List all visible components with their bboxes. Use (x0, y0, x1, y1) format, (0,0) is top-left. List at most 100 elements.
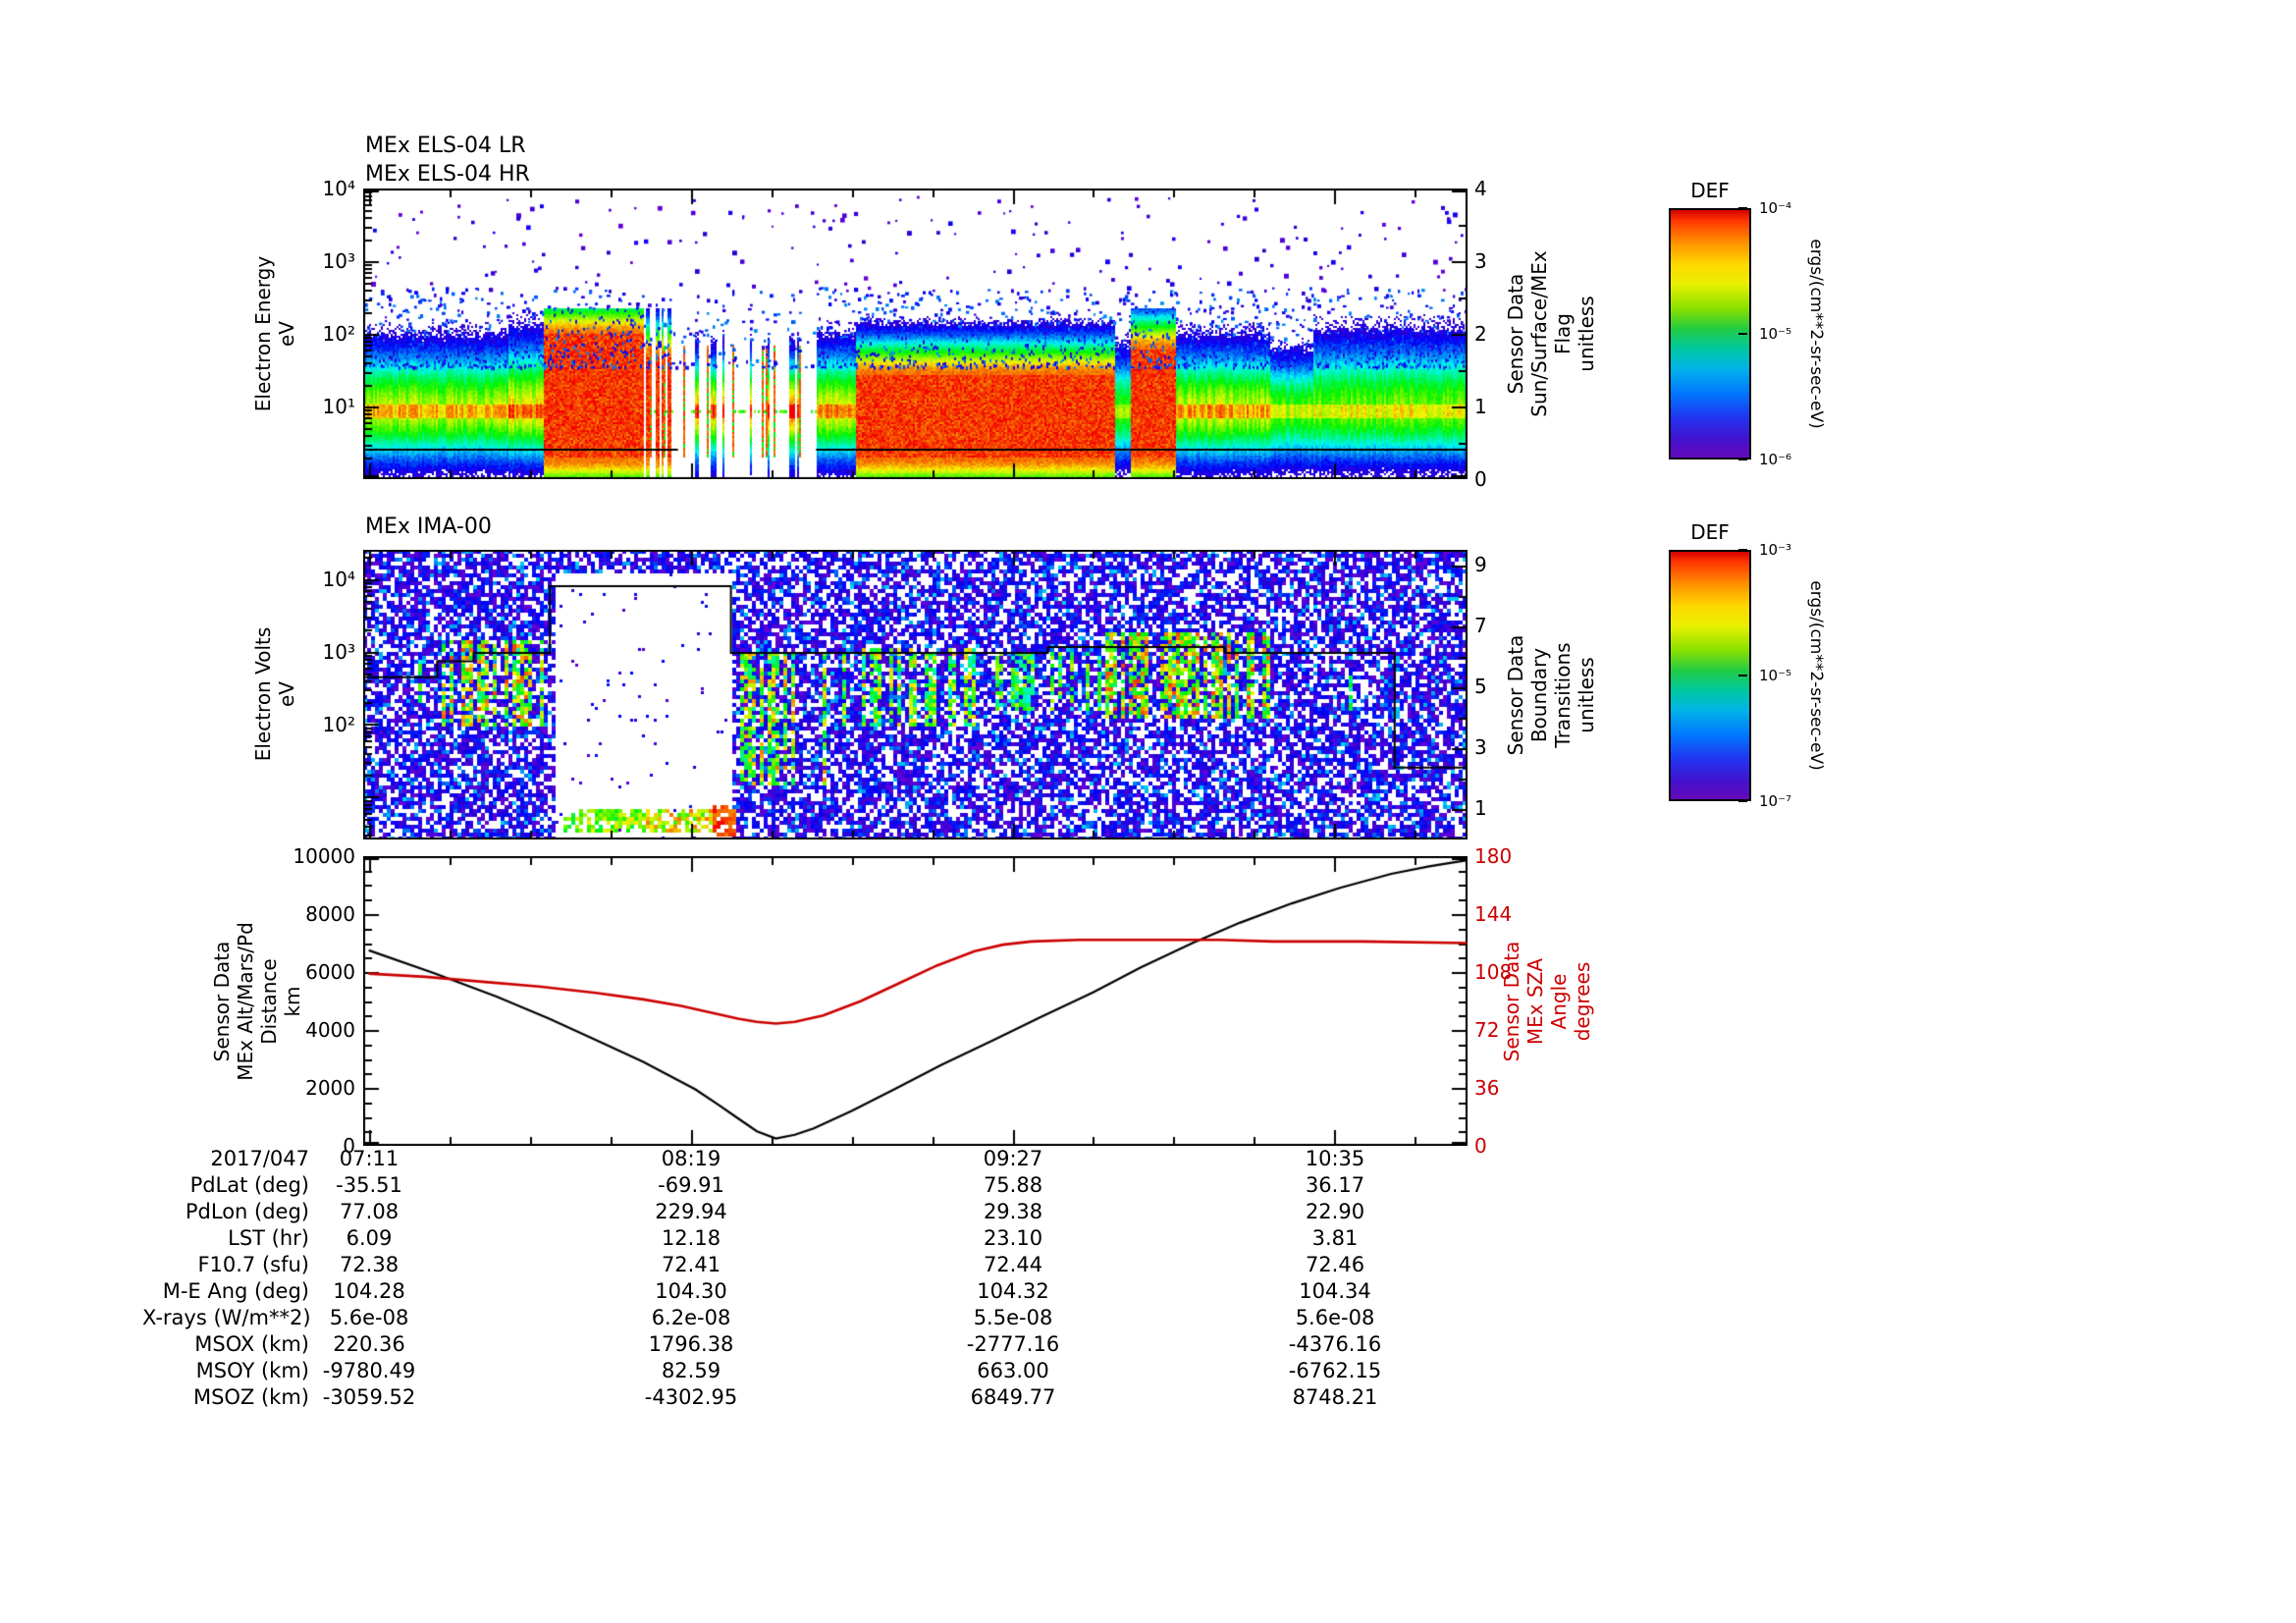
els-ytick-label: 10³ (322, 249, 355, 273)
table-cell: 104.30 (655, 1279, 727, 1303)
table-cell: 82.59 (661, 1359, 721, 1382)
els-right-tick-label: 0 (1474, 467, 1487, 491)
ima-right-tick-label: 9 (1474, 553, 1487, 576)
table-row-label: M-E Ang (deg) (162, 1279, 309, 1303)
table-cell: -2777.16 (966, 1332, 1060, 1356)
table-cell: -4302.95 (644, 1385, 738, 1409)
colorbar-tick (1738, 549, 1747, 551)
table-row-label: PdLon (deg) (185, 1200, 309, 1223)
table-cell: 104.34 (1299, 1279, 1371, 1303)
alt-ytick-label: 6000 (305, 960, 355, 984)
alt-ytick-label: 10000 (293, 844, 355, 868)
table-cell: -35.51 (336, 1173, 402, 1197)
table-cell: 104.32 (977, 1279, 1049, 1303)
table-cell: 5.6e-08 (329, 1306, 409, 1329)
table-cell: 6849.77 (970, 1385, 1056, 1409)
table-cell: 6.09 (346, 1226, 393, 1250)
table-cell: 75.88 (983, 1173, 1043, 1197)
table-cell: 3.81 (1311, 1226, 1359, 1250)
ima-ytick-label: 10⁴ (322, 568, 355, 591)
table-row-label: PdLat (deg) (189, 1173, 309, 1197)
els-ytick-label: 10⁴ (322, 177, 355, 200)
els-ytick-label: 10² (322, 322, 355, 346)
els-right-tick-label: 2 (1474, 322, 1487, 346)
time-tick-label: 07:11 (339, 1147, 400, 1170)
table-cell: -4376.16 (1288, 1332, 1382, 1356)
table-row-label: F10.7 (sfu) (197, 1253, 309, 1276)
colorbar-tick (1738, 333, 1747, 335)
els-colorbar-tick-label: 10⁻⁴ (1759, 199, 1792, 217)
alt-ytick-label: 4000 (305, 1018, 355, 1042)
ima-ytick-label: 10² (322, 713, 355, 736)
colorbar-tick (1738, 207, 1747, 209)
table-cell: -69.91 (658, 1173, 724, 1197)
table-cell: 5.5e-08 (973, 1306, 1053, 1329)
alt-ytick-label: 8000 (305, 902, 355, 926)
ima-right-tick-label: 1 (1474, 796, 1487, 820)
els-panel-title-lr: MEx ELS-04 LR (365, 134, 526, 158)
ima-panel-title: MEx IMA-00 (365, 514, 492, 539)
ima-right-tick-label: 3 (1474, 735, 1487, 759)
table-cell: 8748.21 (1292, 1385, 1378, 1409)
table-cell: 72.44 (983, 1253, 1043, 1276)
sza-right-tick-label: 180 (1474, 844, 1513, 868)
date-label: 2017/047 (210, 1147, 309, 1170)
table-cell: 1796.38 (648, 1332, 734, 1356)
table-cell: -3059.52 (322, 1385, 416, 1409)
table-cell: 72.38 (339, 1253, 400, 1276)
table-cell: 6.2e-08 (651, 1306, 731, 1329)
table-cell: -6762.15 (1288, 1359, 1382, 1382)
table-cell: -9780.49 (322, 1359, 416, 1382)
sza-right-tick-label: 72 (1474, 1018, 1500, 1042)
els-ytick-label: 10¹ (322, 395, 355, 418)
table-cell: 5.6e-08 (1295, 1306, 1375, 1329)
table-cell: 72.41 (661, 1253, 721, 1276)
table-cell: 229.94 (655, 1200, 727, 1223)
sza-right-tick-label: 144 (1474, 902, 1513, 926)
ima-right-tick-label: 5 (1474, 675, 1487, 698)
time-tick-label: 09:27 (983, 1147, 1043, 1170)
els-right-tick-label: 1 (1474, 395, 1487, 418)
els-spectrogram (363, 189, 1468, 479)
table-cell: 12.18 (661, 1226, 721, 1250)
table-row-label: MSOZ (km) (192, 1385, 309, 1409)
table-cell: 104.28 (333, 1279, 405, 1303)
table-row-label: MSOY (km) (195, 1359, 309, 1382)
els-colorbar (1669, 208, 1751, 460)
ima-ytick-label: 10³ (322, 640, 355, 664)
time-tick-label: 10:35 (1305, 1147, 1365, 1170)
sza-right-tick-label: 36 (1474, 1076, 1500, 1100)
altitude-sza-plot (363, 856, 1468, 1146)
ima-colorbar-tick-label: 10⁻⁵ (1759, 667, 1792, 684)
table-cell: 72.46 (1305, 1253, 1365, 1276)
ima-right-tick-label: 7 (1474, 614, 1487, 637)
els-right-tick-label: 4 (1474, 177, 1487, 200)
sza-right-tick-label: 108 (1474, 960, 1513, 984)
sza-right-tick-label: 0 (1474, 1134, 1487, 1158)
table-row-label: LST (hr) (228, 1226, 309, 1250)
ima-colorbar-title: DEF (1690, 520, 1730, 544)
table-cell: 29.38 (983, 1200, 1043, 1223)
table-cell: 36.17 (1305, 1173, 1365, 1197)
ima-colorbar (1669, 550, 1751, 801)
table-row-label: X-rays (W/m**2) (142, 1306, 311, 1329)
colorbar-tick (1738, 675, 1747, 676)
ima-colorbar-tick-label: 10⁻³ (1759, 541, 1792, 559)
colorbar-tick (1738, 800, 1747, 802)
time-tick-label: 08:19 (661, 1147, 721, 1170)
els-colorbar-tick-label: 10⁻⁵ (1759, 325, 1792, 343)
els-right-tick-label: 3 (1474, 249, 1487, 273)
table-row-label: MSOX (km) (194, 1332, 309, 1356)
els-colorbar-title: DEF (1690, 179, 1730, 202)
els-panel-title-hr: MEx ELS-04 HR (365, 162, 530, 187)
ima-colorbar-tick-label: 10⁻⁷ (1759, 792, 1792, 810)
alt-ytick-label: 2000 (305, 1076, 355, 1100)
els-colorbar-tick-label: 10⁻⁶ (1759, 451, 1792, 468)
table-cell: 663.00 (977, 1359, 1049, 1382)
table-cell: 220.36 (333, 1332, 405, 1356)
table-cell: 23.10 (983, 1226, 1043, 1250)
alt-ytick-label: 0 (343, 1134, 355, 1158)
table-cell: 77.08 (339, 1200, 400, 1223)
colorbar-tick (1738, 459, 1747, 460)
